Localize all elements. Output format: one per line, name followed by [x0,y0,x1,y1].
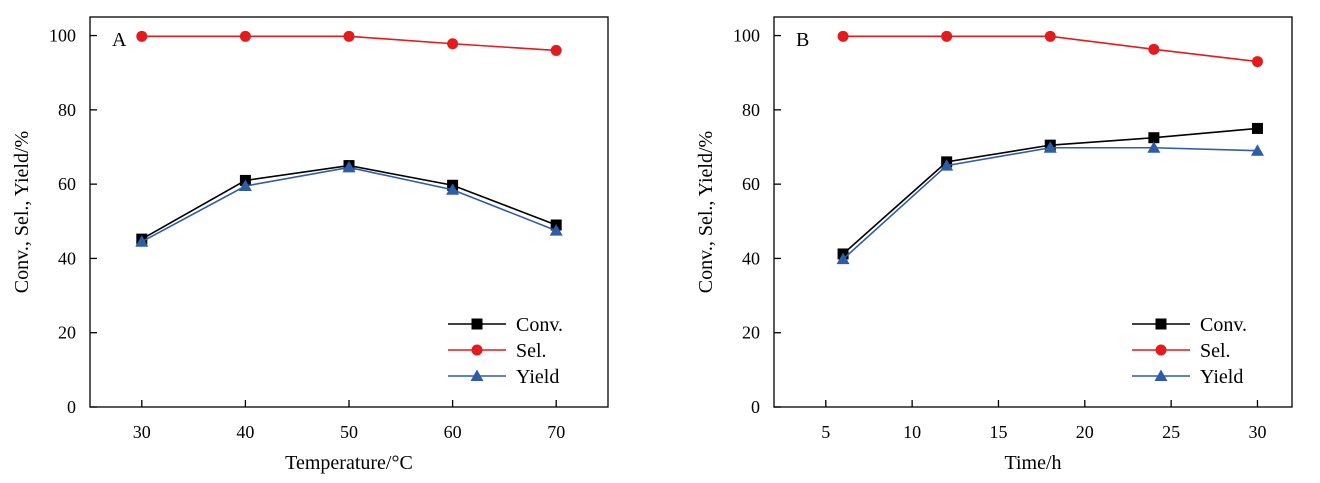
legend-marker-conv [1155,318,1167,330]
legend-label-sel: Sel. [516,340,547,362]
panel-label: B [796,29,809,51]
legend-label-yield: Yield [1200,366,1243,388]
x-tick-label: 20 [1076,422,1094,442]
series-line-conv [141,164,557,240]
data-point-yield [549,224,563,236]
panel-label: A [112,29,127,51]
x-tick-label: 25 [1162,422,1180,442]
series-conv [136,160,562,245]
legend-marker-yield [470,369,484,381]
legend-marker-sel [471,344,483,356]
data-point-sel [136,30,148,42]
data-point-sel [239,30,251,42]
plot-frame [773,16,1293,408]
y-tick-label: 100 [733,26,760,46]
data-point-yield [836,252,850,265]
y-tick-label: 0 [67,397,76,417]
y-tick-label: 40 [58,248,76,268]
y-tick-label: 80 [58,100,76,120]
chart-panel-2: 5 10 15 20 25 30 0 20 40 60 80 100 Time/h Conv., Sel.… [695,16,1293,474]
data-point-sel [941,30,953,42]
x-tick-label: 50 [340,422,358,442]
x-axis-title: Time/h [1004,452,1061,474]
series-sel [136,30,562,56]
x-tick-label: 70 [547,422,565,442]
data-point-yield [135,235,149,247]
x-axis-title: Temperature/°C [285,452,413,474]
legend: Conv. Sel. Yield [448,314,563,388]
x-tick-label: 30 [1248,422,1266,442]
data-point-yield [238,179,252,191]
series-yield [836,141,1264,265]
x-tick-label: 5 [821,422,830,442]
legend-marker-yield [1154,369,1168,381]
series-line-yield [842,146,1258,260]
data-point-yield [940,159,954,171]
legend-label-conv: Conv. [516,314,563,336]
data-point-yield [342,160,356,173]
x-tick-label: 60 [444,422,462,442]
data-point-sel [550,44,562,56]
x-tick-label: 15 [989,422,1007,442]
legend-marker-sel [1155,344,1167,356]
y-tick-label: 100 [49,26,76,46]
y-tick-label: 60 [742,174,760,194]
series-yield [135,160,563,247]
data-point-sel [837,30,849,42]
data-point-sel [1148,43,1160,55]
y-axis-title: Conv., Sel., Yield/% [11,131,33,293]
x-tick-label: 40 [236,422,254,442]
data-point-sel [447,38,459,50]
data-point-conv [1251,122,1263,134]
data-point-sel [1044,30,1056,42]
x-tick-label: 10 [903,422,921,442]
data-point-sel [343,30,355,42]
legend-label-conv: Conv. [1200,314,1247,336]
data-point-yield [1043,141,1057,153]
y-tick-label: 40 [742,248,760,268]
y-axis-title: Conv., Sel., Yield/% [695,131,717,293]
y-tick-label: 60 [58,174,76,194]
data-point-yield [446,183,460,195]
y-tick-label: 80 [742,100,760,120]
legend: Conv. Sel. Yield [1132,314,1247,388]
x-tick-label: 30 [133,422,151,442]
legend-label-yield: Yield [516,366,559,388]
y-tick-label: 0 [751,397,760,417]
data-point-yield [1147,141,1161,153]
data-point-conv [1148,132,1160,144]
y-tick-label: 20 [58,323,76,343]
data-point-sel [1251,56,1263,68]
series-sel [837,30,1263,68]
data-point-yield [1250,144,1264,156]
legend-marker-conv [471,318,483,330]
chart-panel-1: 30 40 50 60 70 0 20 40 60 80 100 Temperature/°C Conv… [11,16,609,474]
legend-label-sel: Sel. [1200,340,1231,362]
y-tick-label: 20 [742,323,760,343]
